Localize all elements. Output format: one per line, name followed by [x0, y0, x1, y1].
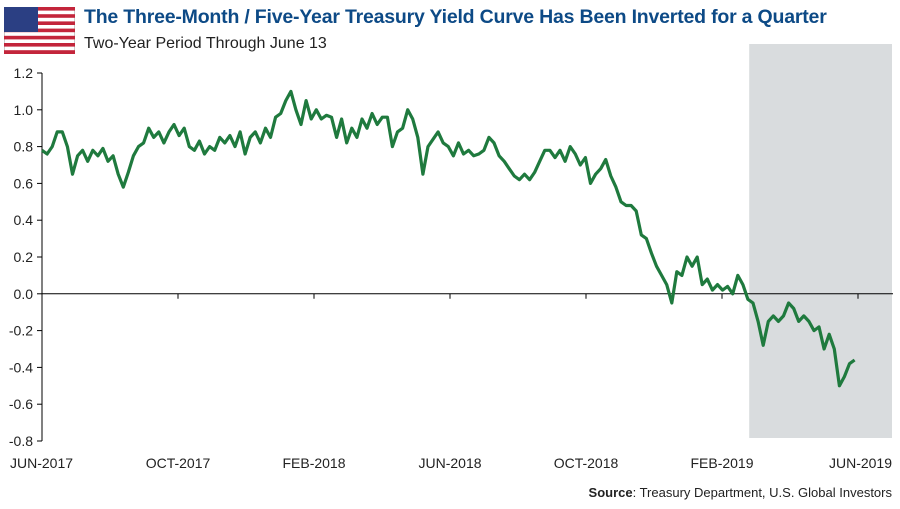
y-tick-label: -0.6 — [9, 396, 33, 412]
chart-title: The Three-Month / Five-Year Treasury Yie… — [84, 6, 827, 28]
x-tick-label: JUN-2018 — [418, 455, 481, 471]
y-tick-label: -0.4 — [9, 359, 33, 375]
chart-subtitle: Two-Year Period Through June 13 — [84, 35, 327, 52]
y-tick-label: 0.6 — [14, 175, 34, 191]
source-note: Source: Treasury Department, U.S. Global… — [589, 485, 892, 500]
inversion-shaded-region — [749, 44, 892, 438]
x-tick-label: FEB-2019 — [690, 455, 753, 471]
x-tick-label: OCT-2018 — [554, 455, 619, 471]
y-tick-label: 0.0 — [14, 286, 34, 302]
x-tick-label: OCT-2017 — [146, 455, 211, 471]
y-tick-label: -0.8 — [9, 433, 33, 449]
y-tick-label: 0.4 — [14, 212, 34, 228]
y-tick-label: -0.2 — [9, 323, 33, 339]
x-tick-label: JUN-2019 — [829, 455, 892, 471]
y-tick-label: 1.2 — [14, 65, 34, 81]
x-tick-label: JUN-2017 — [10, 455, 73, 471]
series-line — [41, 89, 856, 388]
y-tick-label: 1.0 — [14, 102, 34, 118]
us-flag-icon — [4, 7, 75, 54]
source-label: Source — [588, 485, 633, 500]
y-tick-label: 0.8 — [14, 139, 34, 155]
x-tick-label: FEB-2018 — [282, 455, 345, 471]
source-text: : Treasury Department, U.S. Global Inves… — [632, 485, 892, 500]
y-tick-label: 0.2 — [14, 249, 34, 265]
